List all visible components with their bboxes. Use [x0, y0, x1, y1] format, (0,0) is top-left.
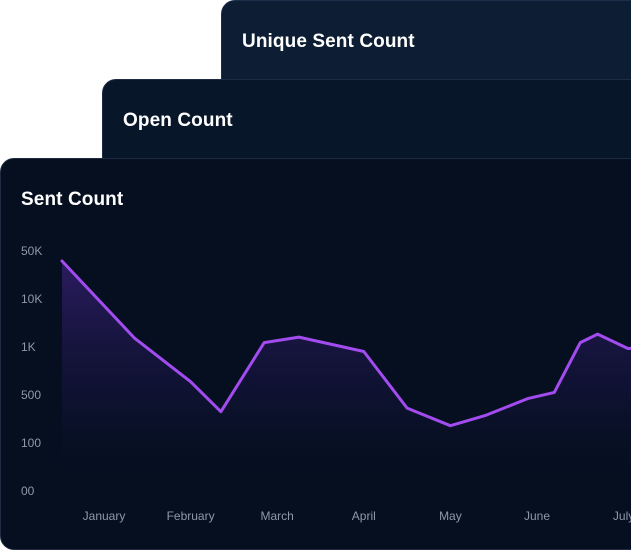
card-title-sent-count: Sent Count	[21, 189, 124, 210]
sent-count-card[interactable]: Sent Count 50K 10K 1K 500 100 00 January Febru…	[0, 158, 631, 550]
y-axis-ticks: 50K 10K 1K 500 100 00	[21, 244, 42, 498]
x-tick-label: July	[613, 509, 631, 523]
y-tick-label: 00	[21, 484, 35, 498]
x-tick-label: January	[83, 509, 126, 523]
x-axis-ticks: January February March April May June July	[83, 509, 631, 523]
x-tick-label: February	[167, 509, 215, 523]
y-tick-label: 1K	[21, 340, 36, 354]
sent-count-chart: 50K 10K 1K 500 100 00 January February March Apr…	[21, 244, 631, 523]
y-tick-label: 50K	[21, 244, 42, 258]
x-tick-label: March	[261, 509, 294, 523]
y-tick-label: 500	[21, 388, 41, 402]
y-tick-label: 10K	[21, 292, 42, 306]
card-title-unique-sent-count: Unique Sent Count	[242, 31, 415, 52]
series-area	[62, 261, 631, 501]
x-tick-label: June	[524, 509, 550, 523]
x-tick-label: April	[352, 509, 376, 523]
y-tick-label: 100	[21, 436, 41, 450]
series-line	[60, 259, 631, 428]
card-title-open-count: Open Count	[123, 110, 233, 131]
x-tick-label: May	[439, 509, 462, 523]
